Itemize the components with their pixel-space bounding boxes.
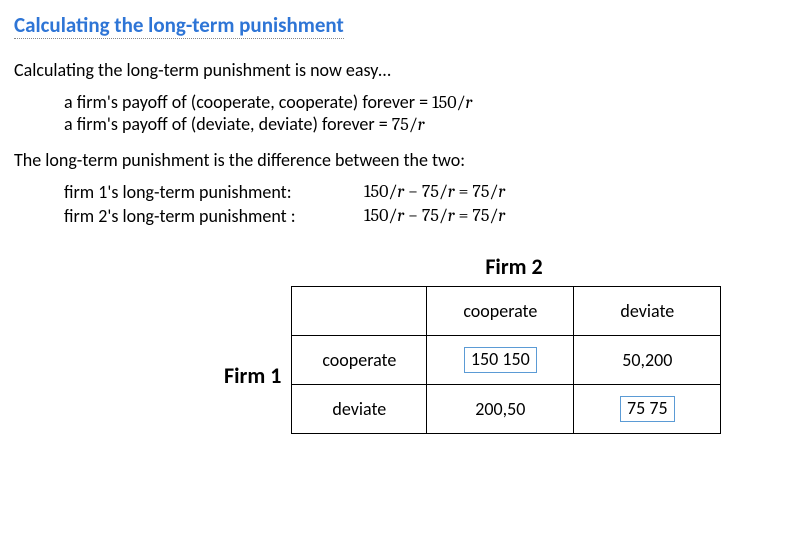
eq2-var2: r bbox=[448, 205, 455, 226]
eq2-var3: r bbox=[498, 205, 505, 226]
firm1-label: Firm 1 bbox=[224, 362, 281, 389]
eq2-eq: = 75/ bbox=[455, 205, 499, 226]
corner-cell bbox=[292, 287, 427, 336]
equation-row-2: firm 2's long-term punishment : 150/r − … bbox=[64, 205, 797, 227]
payoff-table: cooperate deviate cooperate 150 150 50,2… bbox=[291, 286, 721, 434]
table-row: cooperate deviate bbox=[292, 287, 721, 336]
cc-right: 150 bbox=[502, 348, 529, 370]
cc-left: 150 bbox=[471, 348, 498, 370]
eq2-var1: r bbox=[397, 205, 404, 226]
eq2-expr: 150/r − 75/r = 75/r bbox=[364, 205, 505, 227]
payoff-coop-prefix: a firm's payoff of (cooperate, cooperate… bbox=[64, 91, 432, 113]
eq1-a: 150/ bbox=[364, 181, 397, 202]
payoff-dev-prefix: a firm's payoff of (deviate, deviate) fo… bbox=[64, 113, 392, 135]
row-header-deviate: deviate bbox=[292, 385, 427, 434]
eq1-var3: r bbox=[498, 181, 505, 202]
eq1-expr: 150/r − 75/r = 75/r bbox=[364, 181, 505, 203]
eq1-var2: r bbox=[448, 181, 455, 202]
eq1-minus: − 75/ bbox=[404, 181, 448, 202]
payoff-dev-var: r bbox=[418, 114, 425, 135]
payoff-coop-line: a firm's payoff of (cooperate, cooperate… bbox=[64, 91, 797, 113]
intro-paragraph: Calculating the long-term punishment is … bbox=[14, 59, 797, 81]
cc-highlight-box: 150 150 bbox=[464, 347, 537, 373]
equation-row-1: firm 1's long-term punishment: 150/r − 7… bbox=[64, 181, 797, 203]
col-header-deviate: deviate bbox=[574, 287, 721, 336]
table-row: cooperate 150 150 50,200 bbox=[292, 336, 721, 385]
cell-dc: 200,50 bbox=[427, 385, 574, 434]
payoff-coop-var: r bbox=[465, 92, 472, 113]
dd-highlight-box: 75 75 bbox=[620, 396, 675, 422]
cell-cc: 150 150 bbox=[427, 336, 574, 385]
payoff-matrix-region: Firm 2 Firm 1 cooperate deviate cooperat… bbox=[224, 253, 797, 434]
eq2-label: firm 2's long-term punishment : bbox=[64, 205, 364, 227]
payoff-coop-value: 150/ bbox=[432, 92, 465, 113]
eq1-eq: = 75/ bbox=[455, 181, 499, 202]
cell-cd: 50,200 bbox=[574, 336, 721, 385]
dd-right: 75 bbox=[649, 397, 667, 419]
eq2-a: 150/ bbox=[364, 205, 397, 226]
payoff-dev-value: 75/ bbox=[392, 114, 418, 135]
eq1-label: firm 1's long-term punishment: bbox=[64, 181, 364, 203]
row-header-cooperate: cooperate bbox=[292, 336, 427, 385]
eq2-minus: − 75/ bbox=[404, 205, 448, 226]
col-header-cooperate: cooperate bbox=[427, 287, 574, 336]
payoff-dev-line: a firm's payoff of (deviate, deviate) fo… bbox=[64, 113, 797, 135]
section-title: Calculating the long-term punishment bbox=[14, 12, 344, 39]
cell-dd: 75 75 bbox=[574, 385, 721, 434]
dd-left: 75 bbox=[627, 397, 645, 419]
firm2-label: Firm 2 bbox=[374, 253, 654, 280]
difference-sentence: The long-term punishment is the differen… bbox=[14, 149, 797, 171]
eq1-var1: r bbox=[397, 181, 404, 202]
table-row: deviate 200,50 75 75 bbox=[292, 385, 721, 434]
